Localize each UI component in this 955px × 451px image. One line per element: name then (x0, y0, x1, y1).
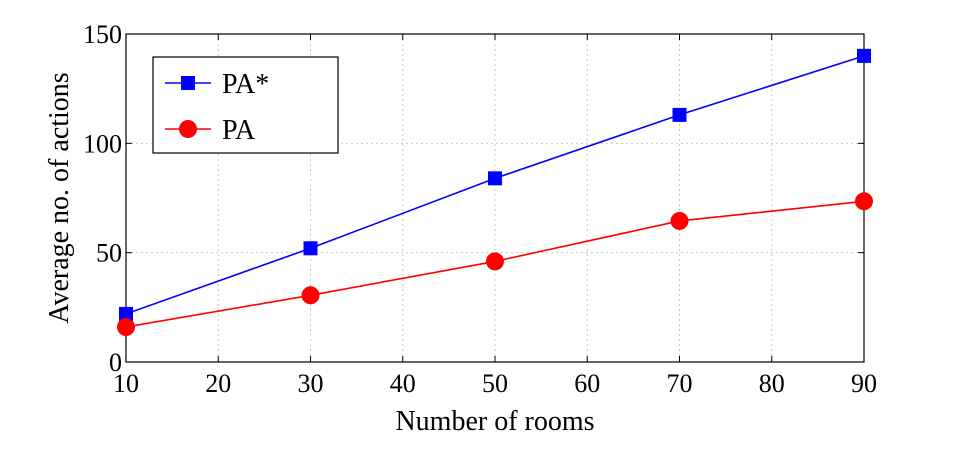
data-point-square (857, 48, 871, 63)
legend: PA* PA (152, 56, 339, 154)
data-point-circle (117, 318, 135, 337)
data-point-square (119, 306, 133, 321)
x-tick-label: 60 (574, 369, 600, 398)
data-point-circle (855, 192, 873, 211)
series-pa (117, 192, 873, 337)
x-tick-label: 10 (113, 369, 139, 398)
x-tick-label: 90 (851, 369, 877, 398)
data-series (117, 48, 873, 337)
x-axis-title: Number of rooms (395, 406, 594, 437)
x-tick-label: 30 (298, 369, 324, 398)
legend-marker-pa-star (181, 76, 195, 90)
data-point-square (672, 107, 687, 122)
legend-label-pa: PA (222, 115, 256, 146)
x-tick-label: 40 (390, 369, 416, 398)
y-tick-label: 150 (83, 20, 122, 49)
x-tick-label: 50 (482, 369, 508, 398)
x-tick-label: 70 (667, 369, 693, 398)
legend-marker-pa (179, 120, 197, 138)
axis-ticks: 10 20 30 40 50 60 70 80 90 0 50 100 150 (83, 20, 877, 398)
data-point-circle (301, 286, 320, 305)
legend-box (152, 56, 339, 154)
y-axis-title: Average no. of actions (44, 72, 75, 323)
y-tick-label: 0 (109, 348, 122, 377)
y-tick-label: 100 (83, 129, 122, 158)
legend-label-pa-star: PA* (222, 69, 269, 100)
data-point-circle (486, 252, 504, 271)
x-tick-label: 20 (205, 369, 231, 398)
series-pa-star (119, 48, 871, 321)
data-point-square (303, 241, 318, 256)
data-point-square (488, 171, 502, 186)
y-tick-label: 50 (96, 239, 122, 268)
x-tick-label: 80 (759, 369, 785, 398)
grid-lines (126, 34, 864, 362)
data-point-circle (670, 211, 689, 230)
